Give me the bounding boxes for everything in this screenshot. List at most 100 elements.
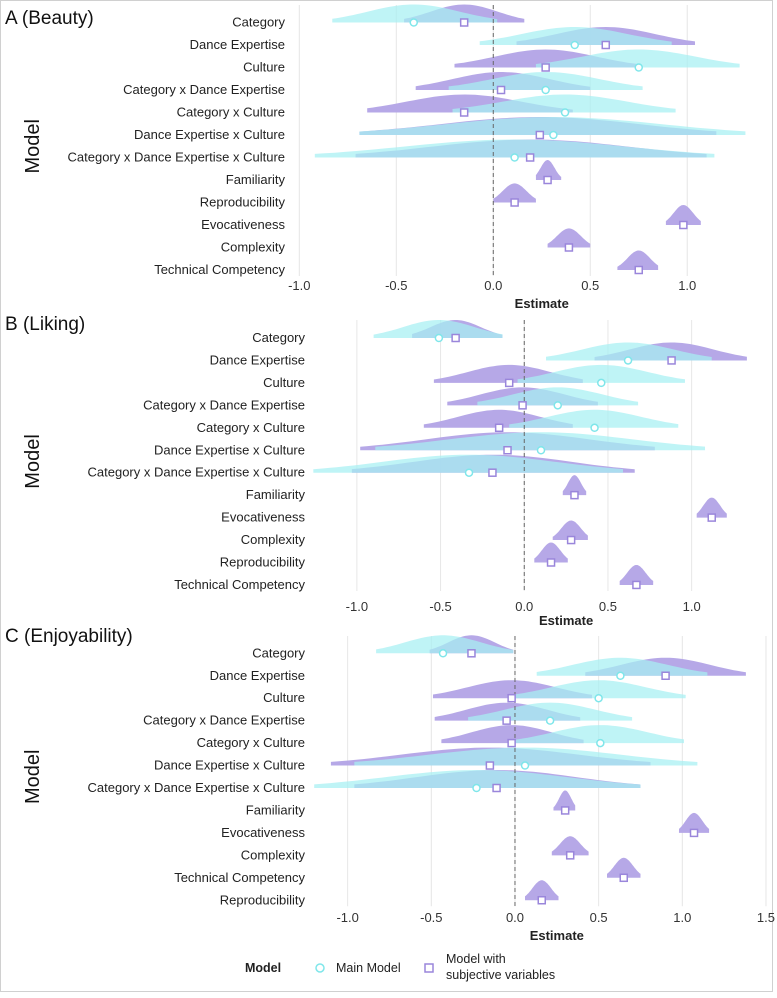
main-model-point — [409, 18, 418, 27]
row-label: Category x Dance Expertise — [123, 82, 285, 97]
row-label: Culture — [243, 60, 285, 75]
row-label: Culture — [263, 690, 305, 705]
main-model-point — [545, 716, 555, 725]
row-label: Technical Competency — [174, 870, 305, 885]
subjective-model-point — [525, 153, 535, 162]
subjective-model-point — [566, 535, 576, 545]
main-model-point — [541, 85, 550, 95]
x-tick-label: -1.0 — [288, 278, 310, 293]
subjective-model-point — [689, 828, 699, 838]
y-axis-label: Model — [22, 750, 44, 804]
x-tick-label: -0.5 — [385, 278, 407, 293]
main-model-density — [354, 747, 698, 766]
x-axis-label: Estimate — [530, 928, 584, 943]
subjective-model-point — [679, 220, 688, 230]
subjective-model-density — [696, 497, 727, 518]
legend-title: Model — [245, 961, 281, 975]
subjective-model-point — [510, 198, 519, 207]
legend-main-model-label: Main Model — [336, 961, 401, 975]
main-model-density — [373, 320, 503, 338]
row-label: Technical Competency — [154, 262, 285, 277]
subjective-model-point — [502, 716, 511, 725]
subjective-model-point — [494, 423, 504, 433]
legend-subjective-model-label-line2: subjective variables — [446, 968, 555, 982]
subjective-model-point — [564, 243, 574, 252]
main-model-point — [590, 423, 599, 433]
panel-c: C (Enjoyability) Model -1.0 -0.5 0.0 0.5 1.0 1.… — [5, 626, 775, 943]
subjective-model-point — [634, 265, 643, 275]
subjective-model-point — [541, 63, 550, 72]
panel-a: A (Beauty) Model -1.0 -0.5 0.0 0.5 1.0 Estimate… — [5, 4, 746, 311]
main-model-point — [596, 738, 605, 748]
row-label: Category x Culture — [177, 105, 285, 120]
row-label: Evocativeness — [221, 510, 305, 525]
subjective-model-point — [632, 580, 641, 590]
main-model-point — [464, 468, 474, 477]
row-label: Evocativeness — [201, 217, 285, 232]
main-model-point — [553, 401, 562, 410]
main-model-point — [536, 446, 546, 455]
subjective-model-point — [485, 761, 495, 770]
main-model-density — [313, 454, 624, 473]
x-tick-label: 0.5 — [599, 599, 617, 614]
row-label: Familiarity — [246, 487, 306, 502]
subjective-model-density — [617, 250, 659, 270]
row-label: Culture — [263, 375, 305, 390]
main-model-density — [536, 657, 708, 676]
x-tick-label: 0.0 — [484, 278, 502, 293]
panel-title: C (Enjoyability) — [5, 626, 133, 647]
x-tick-label: 0.0 — [506, 910, 524, 925]
row-label: Category x Culture — [197, 420, 305, 435]
row-label: Category x Dance Expertise x Culture — [68, 150, 285, 165]
subjective-model-point — [459, 18, 469, 27]
panels: A (Beauty) Model -1.0 -0.5 0.0 0.5 1.0 Estimate… — [5, 4, 775, 943]
legend: Model Main Model Model with subjective v… — [245, 952, 555, 982]
main-model-point — [560, 108, 570, 117]
legend-subjective-model-icon — [424, 963, 434, 973]
subjective-model-point — [546, 558, 556, 567]
row-label: Reproducibility — [200, 195, 286, 210]
main-model-point — [434, 333, 444, 343]
subjective-model-point — [488, 468, 497, 477]
main-model-density — [359, 117, 746, 135]
y-axis-label: Model — [22, 434, 44, 488]
subjective-model-point — [518, 401, 527, 410]
main-model-density — [546, 342, 712, 361]
subjective-model-point — [503, 446, 512, 455]
main-model-density — [514, 725, 684, 744]
subjective-model-point — [504, 378, 514, 388]
subjective-model-density — [493, 183, 536, 203]
subjective-model-density — [562, 475, 587, 496]
subjective-model-point — [619, 873, 628, 883]
row-label: Dance Expertise — [210, 352, 305, 367]
main-model-point — [520, 761, 530, 770]
x-tick-label: 0.5 — [581, 278, 599, 293]
main-model-point — [549, 130, 558, 140]
x-tick-label: 0.0 — [515, 599, 533, 614]
row-label: Complexity — [241, 847, 306, 862]
row-label: Familiarity — [246, 802, 306, 817]
y-axis-label: Model — [22, 119, 44, 173]
main-model-point — [634, 63, 643, 72]
row-label: Category x Dance Expertise x Culture — [88, 465, 305, 480]
subjective-model-point — [496, 85, 506, 95]
subjective-model-density — [534, 542, 568, 563]
main-model-point — [597, 378, 606, 388]
panel-title: B (Liking) — [5, 314, 85, 335]
main-model-point — [570, 40, 579, 50]
subjective-model-point — [535, 130, 545, 140]
x-axis-label: Estimate — [515, 296, 569, 311]
main-model-density — [517, 364, 685, 383]
subjective-model-point — [560, 806, 570, 815]
x-axis-label: Estimate — [539, 613, 593, 628]
x-tick-label: 1.5 — [757, 910, 775, 925]
legend-main-model-icon — [315, 963, 325, 973]
legend-subjective-model-label-line1: Model with — [446, 952, 506, 966]
subjective-model-point — [459, 108, 469, 117]
main-model-density — [509, 409, 679, 428]
main-model-density — [332, 4, 498, 23]
x-tick-label: 1.0 — [678, 278, 696, 293]
main-model-point — [438, 649, 448, 658]
